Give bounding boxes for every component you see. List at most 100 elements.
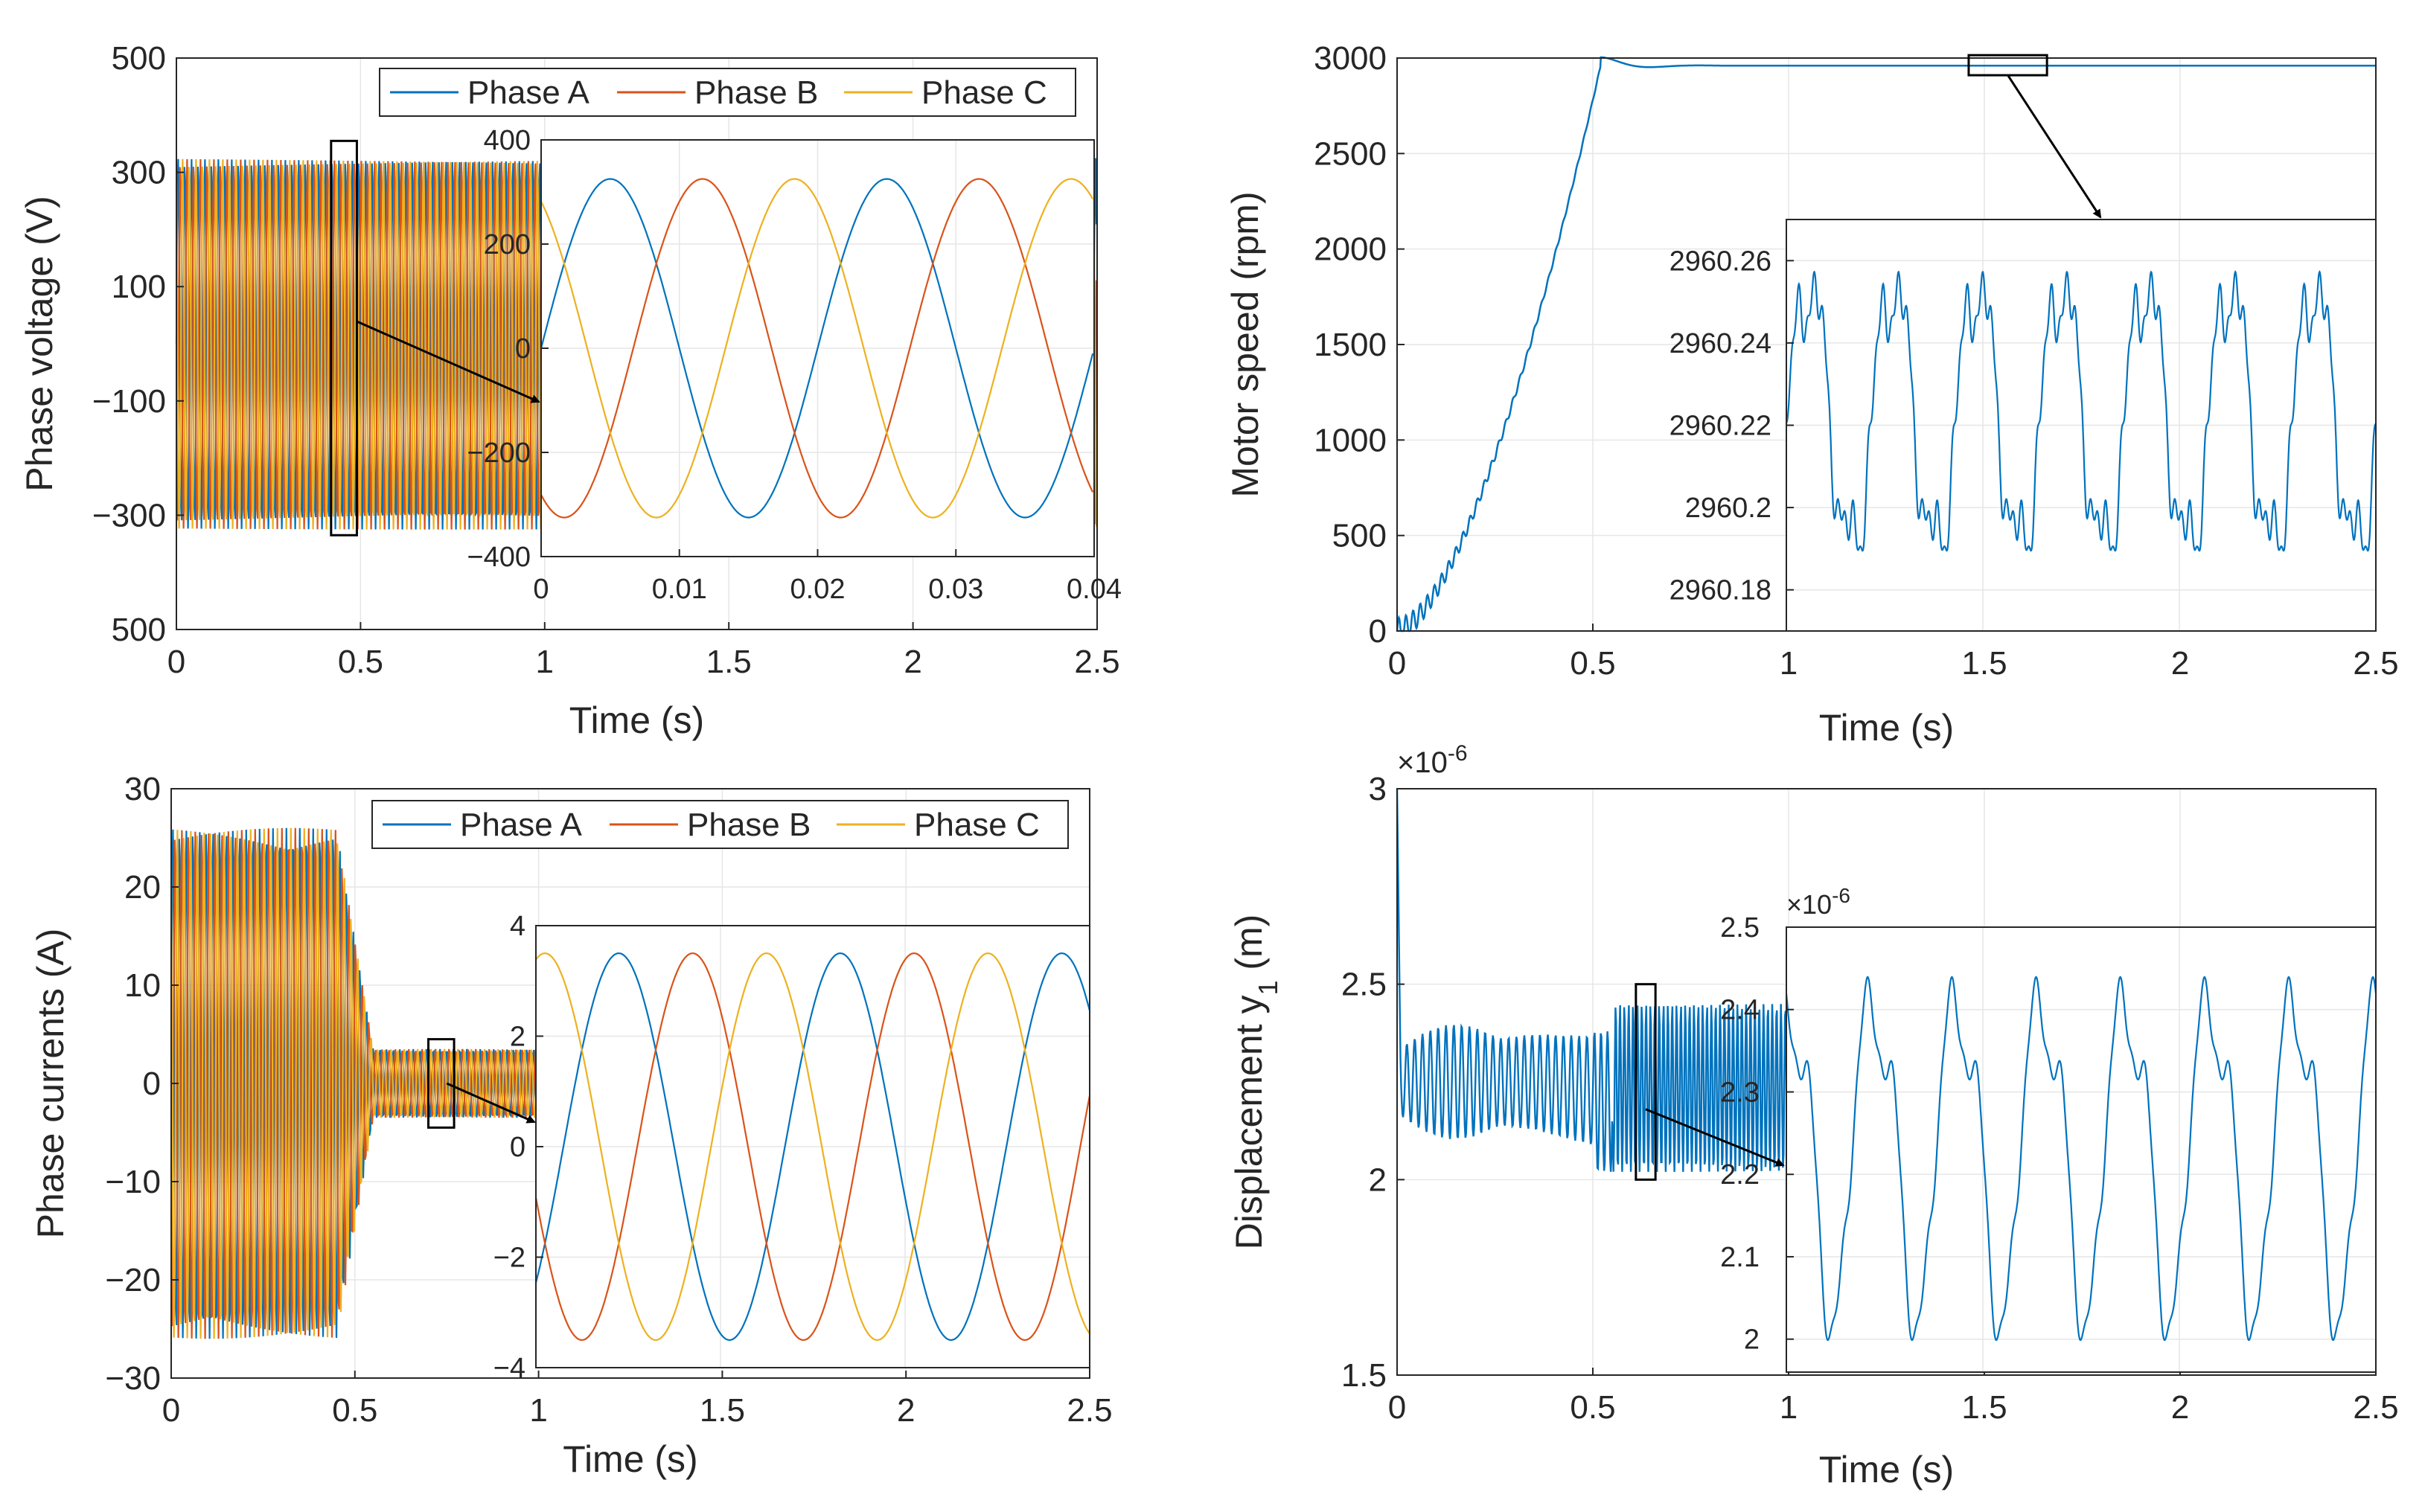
inset-y-tick-label: 400 (484, 125, 531, 156)
inset-y-tick-label: 2 (1744, 1324, 1760, 1356)
inset-y-tick-label: 0 (515, 333, 531, 365)
legend-entry: Phase A (460, 807, 583, 843)
inset-y-tick-label: −200 (467, 438, 531, 469)
legend-entry: Phase C (914, 807, 1040, 843)
y-tick-label: 3000 (1314, 40, 1387, 77)
y-tick-label: 2 (1369, 1162, 1387, 1198)
inset-frame (1786, 926, 2377, 1373)
inset-y-tick-label: 2960.18 (1669, 575, 1771, 606)
zoom-arrow (1645, 1108, 1785, 1167)
inset-y-tick-label: −4 (493, 1353, 525, 1384)
inset-series-line (534, 952, 1091, 1342)
inset-y-tick-label: 2960.24 (1669, 328, 1771, 359)
inset-series-line (534, 952, 1091, 1342)
y-tick-label: −300 (92, 497, 166, 534)
axes-frame (176, 57, 1098, 630)
x-tick-label: 2.5 (1074, 644, 1119, 680)
inset-series-line (535, 952, 1090, 1342)
x-tick-label: 1 (529, 1392, 547, 1429)
y-tick-label: 1.5 (1341, 1357, 1387, 1394)
panel-motor-speed: 0 0.5 1 1.5 2 2.5 3000 2500 2000 1500 1000 500 0 Time… (1224, 40, 2399, 749)
inset-y-tick-label: −400 (467, 542, 531, 573)
inset-y-tick-label: 2.2 (1720, 1159, 1760, 1191)
legend-entry: Phase B (687, 807, 811, 843)
x-tick-label: 2.5 (2353, 1389, 2398, 1426)
x-tick-label: 0.5 (1570, 1389, 1615, 1426)
inset-series-line (540, 178, 1094, 519)
zoom-box (427, 1038, 456, 1129)
y-tick-label: 1500 (1314, 327, 1387, 363)
y-tick-label: 500 (112, 40, 166, 77)
x-tick-label: 1.5 (706, 644, 752, 680)
x-tick-label: 2 (2171, 1389, 2189, 1426)
y-tick-label: 300 (112, 155, 166, 191)
y-tick-label: −30 (105, 1360, 161, 1397)
y-tick-label: 10 (124, 967, 161, 1004)
inset-series-line (540, 178, 1094, 519)
y-axis-label: Motor speed (rpm) (1224, 191, 1266, 497)
y-tick-label: 500 (112, 612, 166, 648)
x-tick-label: 2 (897, 1392, 915, 1429)
inset-series-line (1785, 976, 2377, 1342)
inset-y-tick-label: −2 (493, 1243, 525, 1274)
y-axis-label: Phase currents (A) (30, 929, 71, 1239)
y-tick-label: 100 (112, 269, 166, 305)
x-tick-label: 1.5 (1961, 1389, 2007, 1426)
x-axis-label: Time (s) (1819, 707, 1954, 749)
inset-y-axis-exponent: ×10-6 (1786, 884, 1850, 920)
y-tick-label: 500 (1332, 518, 1387, 554)
y-tick-label: 0 (1369, 613, 1387, 650)
inset-x-tick-label: 0.02 (790, 574, 846, 605)
y-tick-label: 20 (124, 869, 161, 906)
zoom-arrow (446, 1082, 536, 1124)
x-tick-label: 0 (1388, 645, 1406, 682)
y-tick-label: 3 (1369, 771, 1387, 807)
y-axis-label: Displacement y1 (m) (1228, 914, 1283, 1250)
inset-y-tick-label: 2.5 (1720, 912, 1760, 944)
zoom-box (330, 139, 358, 536)
inset-y-tick-label: 2960.22 (1669, 411, 1771, 442)
series-line (1396, 56, 2376, 632)
x-axis-label: Time (s) (1819, 1449, 1954, 1490)
x-tick-label: 2 (2171, 645, 2189, 682)
legend: Phase A Phase B Phase C (371, 800, 1069, 849)
inset-y-tick-label: 2.3 (1720, 1077, 1760, 1108)
inset-y-tick-label: 2960.26 (1669, 246, 1771, 277)
x-tick-label: 0 (162, 1392, 180, 1429)
inset-y-tick-label: 2 (510, 1022, 525, 1053)
y-tick-label: 0 (143, 1066, 161, 1102)
inset-y-tick-label: 2960.2 (1685, 493, 1771, 524)
inset-y-tick-label: 2.4 (1720, 995, 1760, 1026)
x-tick-label: 1.5 (700, 1392, 745, 1429)
y-tick-label: 30 (124, 771, 161, 807)
x-tick-label: 0.5 (338, 644, 383, 680)
x-tick-label: 0.5 (332, 1392, 377, 1429)
y-tick-label: −100 (92, 383, 166, 420)
inset-y-tick-label: 0 (510, 1132, 525, 1163)
inset-x-tick-label: 0 (533, 574, 549, 605)
legend-box (371, 800, 1069, 849)
x-tick-label: 1 (1780, 1389, 1798, 1426)
y-tick-label: 1000 (1314, 422, 1387, 458)
x-tick-label: 0.5 (1570, 645, 1615, 682)
inset-series-line (1785, 269, 2377, 552)
x-axis-label: Time (s) (569, 699, 704, 741)
x-axis-label: Time (s) (563, 1438, 697, 1480)
x-tick-label: 0 (1388, 1389, 1406, 1426)
x-tick-label: 2 (904, 644, 921, 680)
zoom-arrow (2007, 74, 2102, 219)
y-axis-exponent: ×10-6 (1397, 741, 1468, 780)
x-tick-label: 1.5 (1961, 645, 2007, 682)
zoom-box (1635, 983, 1657, 1181)
inset-series-line (540, 178, 1094, 519)
y-tick-label: −10 (105, 1164, 161, 1200)
y-tick-label: 2000 (1314, 231, 1387, 268)
legend-entry: Phase B (694, 74, 818, 111)
y-tick-label: −20 (105, 1262, 161, 1298)
legend-box (379, 68, 1076, 117)
legend: Phase A Phase B Phase C (379, 68, 1076, 117)
x-tick-label: 1 (536, 644, 554, 680)
inset-y-tick-label: 4 (510, 911, 525, 942)
